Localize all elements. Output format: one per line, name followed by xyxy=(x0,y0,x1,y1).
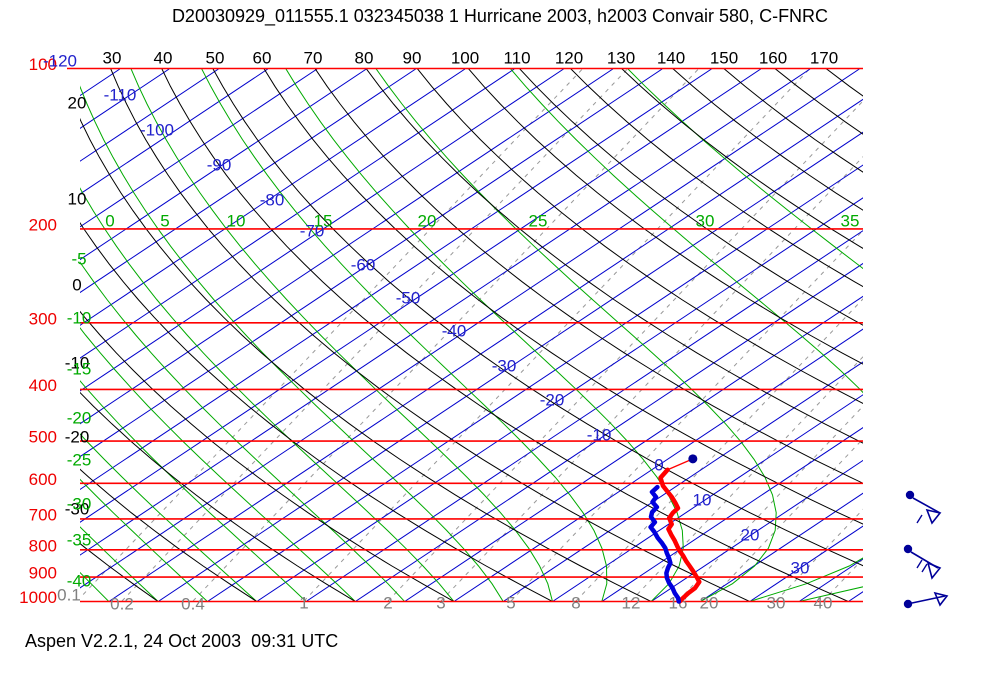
isotherm-label: -110 xyxy=(104,86,137,105)
pressure-label: 500 xyxy=(29,428,57,447)
theta-top-label: 50 xyxy=(206,49,225,68)
pressure-label: 1000 xyxy=(19,588,57,607)
wind-barb xyxy=(903,591,949,609)
mixing-ratio-label: 40 xyxy=(814,594,833,613)
pressure-label: 600 xyxy=(29,470,57,489)
temperature-trace xyxy=(658,467,702,604)
mixing-ratio-label: 2 xyxy=(383,594,392,613)
moist-adiabat-label: -10 xyxy=(67,309,92,328)
moist-adiabat-label: 20 xyxy=(418,212,437,231)
theta-left-label: -20 xyxy=(65,428,90,447)
moist-adiabat-lines xyxy=(80,69,863,601)
moist-adiabat-label: 30 xyxy=(696,212,715,231)
mixing-ratio-label: 5 xyxy=(506,594,515,613)
app-version-footer: Aspen V2.2.1, 24 Oct 2003 09:31 UTC xyxy=(25,631,339,651)
theta-top-label: 110 xyxy=(503,49,530,68)
isotherm-label: 0 xyxy=(654,456,663,475)
theta-top-label: 60 xyxy=(253,49,272,68)
moist-adiabat-label: 5 xyxy=(160,212,169,231)
mixing-ratio-label: 1 xyxy=(299,594,308,613)
wind-barbs xyxy=(903,490,949,609)
isotherm-label: -50 xyxy=(396,289,421,308)
moist-adiabat-label: -35 xyxy=(67,531,92,550)
theta-left-label: 10 xyxy=(68,190,87,209)
moist-adiabat-label: -20 xyxy=(67,409,92,428)
dry-adiabat-lines xyxy=(80,69,863,601)
theta-top-label: 140 xyxy=(657,49,685,68)
isotherm-label: -60 xyxy=(351,256,376,275)
pressure-label: 100 xyxy=(29,55,57,74)
moist-adiabat-label: -40 xyxy=(67,572,92,591)
moist-adiabat-label: 10 xyxy=(227,212,246,231)
pressure-label: 800 xyxy=(29,536,57,555)
wind-barb xyxy=(903,544,942,580)
flight-level-point xyxy=(688,454,698,464)
theta-top-label: 80 xyxy=(355,49,374,68)
pressure-label: 900 xyxy=(29,564,57,583)
mixing-ratio-label: 30 xyxy=(767,594,786,613)
theta-top-label: 120 xyxy=(555,49,583,68)
pressure-lines xyxy=(67,67,863,603)
isotherm-label: -20 xyxy=(540,391,565,410)
moist-adiabat-label: -25 xyxy=(67,451,92,470)
mixing-ratio-label: 12 xyxy=(622,594,641,613)
theta-top-label: 70 xyxy=(304,49,323,68)
theta-left-label: 20 xyxy=(68,94,87,113)
isotherm-label: -100 xyxy=(140,121,174,140)
moist-adiabat-label: -15 xyxy=(67,360,92,379)
isotherm-label: -40 xyxy=(442,322,467,341)
mixing-ratio-label: 3 xyxy=(436,594,445,613)
pressure-label: 700 xyxy=(29,505,57,524)
mixing-ratio-label: 8 xyxy=(571,594,580,613)
moist-adiabat-label: 35 xyxy=(841,212,860,231)
mixing-ratio-label: 0.4 xyxy=(181,595,205,614)
pressure-label: 400 xyxy=(29,376,57,395)
theta-left-label: 0 xyxy=(72,276,81,295)
theta-top-label: 30 xyxy=(103,49,122,68)
isotherm-label: -90 xyxy=(207,156,232,175)
theta-left-label: -30 xyxy=(65,500,90,519)
theta-top-label: 160 xyxy=(759,49,787,68)
moist-adiabat-label: 15 xyxy=(314,212,333,231)
isotherm-label: -120 xyxy=(43,52,77,71)
moist-adiabat-label: -30 xyxy=(67,495,92,514)
isotherm-label: 20 xyxy=(741,526,760,545)
mixing-ratio-lines xyxy=(80,69,863,601)
isotherm-lines xyxy=(80,69,863,601)
isotherm-label: 30 xyxy=(791,559,810,578)
sounding-traces xyxy=(648,454,702,604)
theta-top-label: 150 xyxy=(710,49,738,68)
theta-left-label: -10 xyxy=(65,354,90,373)
moist-adiabat-label: -5 xyxy=(71,250,86,269)
moist-adiabat-label: 0 xyxy=(105,212,114,231)
pressure-label: 300 xyxy=(29,309,57,328)
isotherm-label: 10 xyxy=(693,491,712,510)
theta-top-label: 130 xyxy=(607,49,635,68)
dewpoint-trace xyxy=(648,484,682,604)
theta-top-label: 90 xyxy=(403,49,422,68)
isotherm-label: -70 xyxy=(300,222,325,241)
mixing-ratio-label: 20 xyxy=(700,594,719,613)
theta-top-label: 100 xyxy=(451,49,479,68)
theta-top-label: 40 xyxy=(154,49,173,68)
chart-title: D20030929_011555.1 032345038 1 Hurricane… xyxy=(171,6,829,26)
pressure-label: 200 xyxy=(29,215,57,234)
trace-to-flight-level-connector xyxy=(667,458,694,471)
theta-top-label: 170 xyxy=(810,49,838,68)
mixing-ratio-label: 0.2 xyxy=(110,595,134,614)
mixing-ratio-label: 0.1 xyxy=(57,586,81,605)
isotherm-label: -10 xyxy=(587,426,612,445)
wind-barb xyxy=(905,490,942,525)
isotherm-label: -80 xyxy=(260,191,285,210)
isotherm-label: -30 xyxy=(492,357,517,376)
moist-adiabat-label: 25 xyxy=(529,212,548,231)
